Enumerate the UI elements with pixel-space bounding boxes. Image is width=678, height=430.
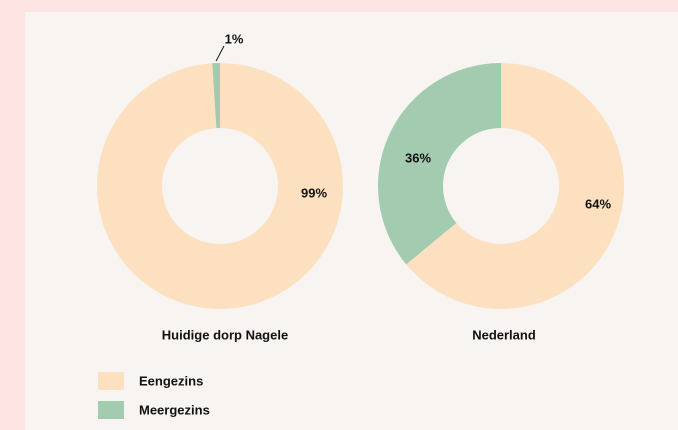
donut-slice: [406, 63, 624, 309]
legend-swatch: [98, 401, 124, 419]
donut-slice: [378, 63, 501, 265]
chart-title: Nederland: [472, 327, 536, 342]
value-label: 64%: [585, 196, 611, 211]
value-label: 99%: [301, 185, 327, 200]
leader-line: [215, 45, 225, 62]
legend-swatch: [98, 372, 124, 390]
chart-title: Huidige dorp Nagele: [162, 327, 288, 342]
value-label: 1%: [225, 31, 244, 46]
legend-label: Meergezins: [139, 402, 210, 417]
value-label: 36%: [405, 150, 431, 165]
donut-slice: [212, 63, 220, 129]
legend-label: Eengezins: [139, 373, 203, 388]
donut-slice: [96, 63, 344, 310]
